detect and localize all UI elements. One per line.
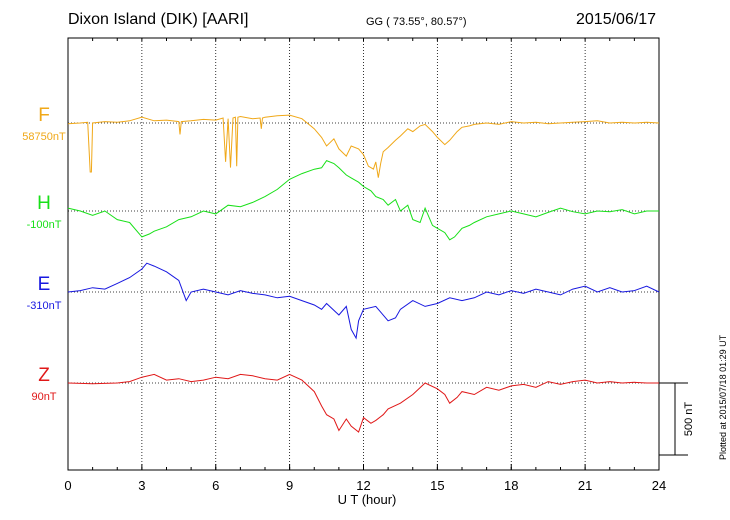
scale-bar-label: 500 nT xyxy=(683,402,695,437)
trace-e xyxy=(67,262,660,340)
series-label-f: F xyxy=(38,105,50,126)
series-label-z: Z xyxy=(38,365,50,386)
x-axis-label: U T (hour) xyxy=(338,492,397,507)
x-tick-label: 0 xyxy=(64,478,71,493)
trace-z xyxy=(67,373,659,433)
trace-h xyxy=(67,159,659,241)
x-tick-label: 3 xyxy=(138,478,145,493)
x-tick-label: 6 xyxy=(212,478,219,493)
series-offset-z: 90nT xyxy=(31,391,56,403)
x-tick-label: 9 xyxy=(286,478,293,493)
series-label-h: H xyxy=(37,193,51,214)
trace-f xyxy=(67,114,660,178)
geographic-coordinates: GG ( 73.55°, 80.57°) xyxy=(366,16,467,28)
series-label-e: E xyxy=(38,274,51,295)
x-tick-label: 12 xyxy=(356,478,370,493)
x-tick-label: 18 xyxy=(504,478,518,493)
series-offset-h: -100nT xyxy=(27,219,62,231)
x-tick-label: 15 xyxy=(430,478,444,493)
series-offset-f: 58750nT xyxy=(22,131,66,143)
x-tick-label: 24 xyxy=(652,478,666,493)
date-label: 2015/06/17 xyxy=(576,11,657,28)
x-tick-label: 21 xyxy=(578,478,592,493)
plotted-timestamp: Plotted at 2015/07/18 01:29 UT xyxy=(718,334,728,460)
station-title: Dixon Island (DIK) [AARI] xyxy=(68,11,249,28)
series-offset-e: -310nT xyxy=(27,300,62,312)
